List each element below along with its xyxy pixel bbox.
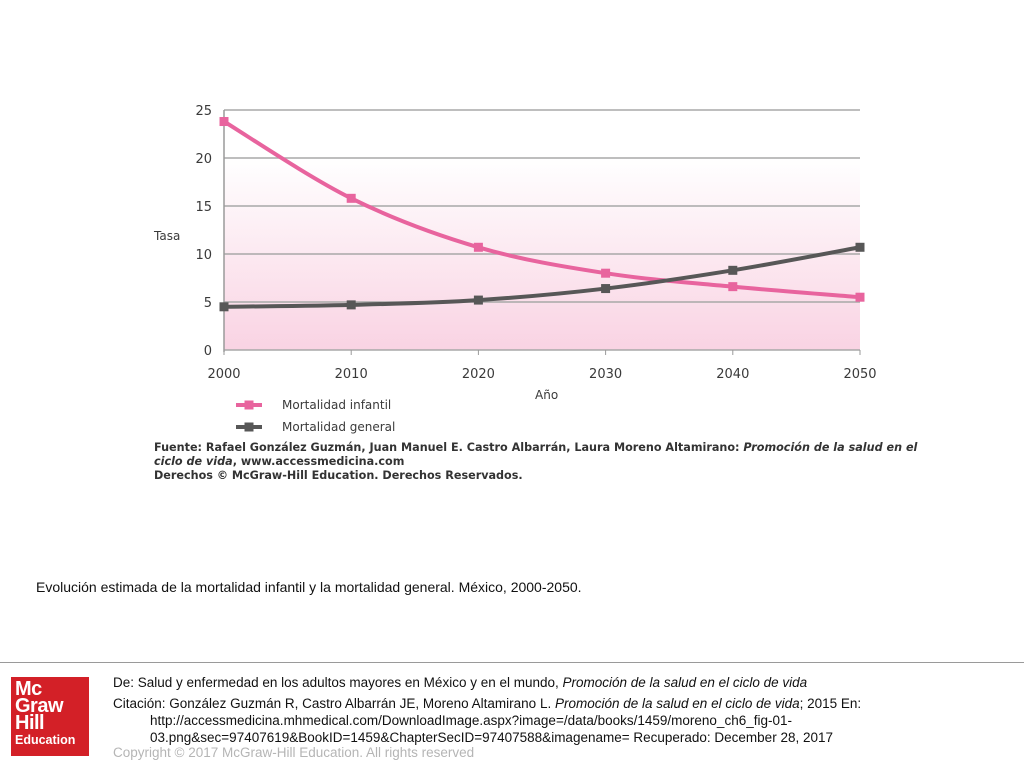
data-point	[346, 193, 356, 203]
grid-lines	[224, 109, 860, 351]
source-line1: Fuente: Rafael González Guzmán, Juan Man…	[154, 441, 744, 454]
copyright-notice: Copyright © 2017 McGraw-Hill Education. …	[113, 745, 475, 760]
x-axis-title: Año	[535, 388, 558, 402]
figure-caption: Evolución estimada de la mortalidad infa…	[36, 579, 582, 595]
legend: Mortalidad infantil Mortalidad general	[236, 398, 395, 434]
x-tick-label: 2050	[843, 367, 876, 382]
source-line1-italic: Promoción de la salud en el	[743, 441, 918, 454]
source-line2-italic: ciclo de vida	[154, 455, 233, 468]
citation-label: Citación:	[113, 696, 170, 711]
citation-line: Citación: González Guzmán R, Castro Alba…	[113, 695, 1013, 712]
x-tick-label: 2030	[589, 367, 622, 382]
data-point	[855, 292, 865, 302]
data-point	[473, 295, 483, 305]
citation-block: De: Salud y enfermedad en los adultos ma…	[113, 674, 1013, 746]
footer-divider	[0, 662, 1024, 663]
x-tick-label: 2020	[462, 367, 495, 382]
x-tick-label: 2040	[716, 367, 749, 382]
logo-text-mc: Mc	[15, 678, 42, 700]
citation-url-line1[interactable]: http://accessmedicina.mhmedical.com/Down…	[150, 713, 792, 728]
y-tick-label: 10	[195, 248, 212, 263]
y-tick-label: 5	[204, 296, 212, 311]
logo-text-hill: Hill	[15, 712, 45, 734]
data-point	[728, 282, 738, 292]
data-point	[473, 242, 483, 252]
y-tick-labels: 0 5 10 15 20 25	[195, 104, 212, 359]
y-axis-title: Tasa	[153, 229, 180, 243]
from-text: Salud y enfermedad en los adultos mayore…	[134, 675, 563, 690]
x-tick-labels: 2000 2010 2020 2030 2040 2050	[207, 350, 877, 382]
legend-label: Mortalidad general	[282, 420, 395, 434]
series-layer	[219, 117, 865, 312]
source-line2: , www.accessmedicina.com	[232, 455, 405, 468]
y-tick-label: 25	[195, 104, 212, 119]
legend-label: Mortalidad infantil	[282, 398, 391, 412]
mcgraw-hill-logo: Mc Graw Hill Education	[11, 677, 89, 756]
y-tick-label: 15	[195, 200, 212, 215]
from-label: De:	[113, 675, 135, 690]
citation-from-line: De: Salud y enfermedad en los adultos ma…	[113, 674, 1013, 691]
citation-book-title: Promoción de la salud en el ciclo de vid…	[554, 696, 800, 711]
series-line-1	[223, 245, 861, 309]
data-point	[219, 117, 229, 127]
data-point	[601, 284, 611, 294]
x-tick-label: 2010	[335, 367, 368, 382]
from-book-title: Promoción de la salud en el ciclo de vid…	[562, 675, 808, 690]
citation-url-line2[interactable]: 03.png&sec=97407619&BookID=1459&ChapterS…	[150, 730, 833, 745]
logo-text-graw: Graw	[15, 695, 64, 717]
data-point	[346, 300, 356, 310]
y-tick-label: 0	[204, 344, 212, 359]
x-tick-label: 2000	[207, 367, 240, 382]
citation-authors: González Guzmán R, Castro Albarrán JE, M…	[169, 696, 555, 711]
logo-text-education: Education	[15, 733, 76, 747]
series-line-0	[222, 119, 861, 300]
data-point	[728, 265, 738, 275]
y-tick-label: 20	[195, 152, 212, 167]
data-point	[601, 268, 611, 278]
legend-swatch-marker	[244, 400, 254, 410]
source-line3: Derechos © McGraw-Hill Education. Derech…	[154, 469, 523, 482]
citation-year: ; 2015 En:	[799, 696, 862, 711]
data-point	[855, 242, 865, 252]
data-point	[219, 302, 229, 312]
mortality-line-chart: 0 5 10 15 20 25 2000 2010 2020 2030 2040 2050 Tasa…	[153, 104, 877, 434]
legend-swatch-marker	[244, 422, 254, 432]
source-note: Fuente: Rafael González Guzmán, Juan Man…	[154, 441, 917, 483]
